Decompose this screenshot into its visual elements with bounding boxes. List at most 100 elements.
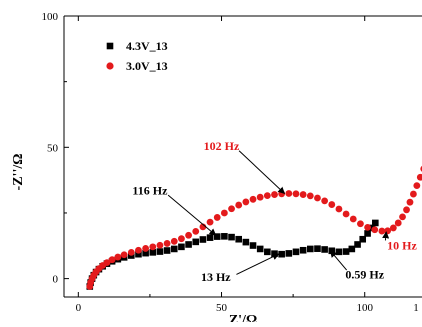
data-point-circle bbox=[306, 192, 314, 200]
annotation-label: 116 Hz bbox=[132, 184, 168, 198]
data-point-square bbox=[170, 245, 178, 253]
data-point-circle bbox=[413, 182, 421, 190]
data-point-circle bbox=[403, 206, 410, 214]
data-point-circle bbox=[114, 253, 122, 261]
data-point-square bbox=[135, 250, 142, 258]
legend-label: 3.0V_13 bbox=[126, 59, 168, 73]
data-point-square bbox=[372, 219, 379, 227]
y-tick-label: 100 bbox=[42, 11, 59, 23]
data-point-circle bbox=[156, 241, 164, 249]
data-point-square bbox=[199, 236, 207, 243]
data-point-square bbox=[256, 245, 264, 253]
data-point-square bbox=[278, 250, 285, 258]
x-tick-label: 50 bbox=[216, 302, 228, 314]
data-point-square bbox=[307, 245, 314, 253]
data-point-square bbox=[335, 248, 343, 256]
data-point-square bbox=[354, 241, 361, 248]
data-point-circle bbox=[242, 198, 250, 206]
annotation-arrow bbox=[238, 150, 286, 195]
data-point-circle bbox=[206, 218, 214, 226]
data-point-square bbox=[264, 248, 271, 256]
data-point-square bbox=[156, 248, 164, 255]
data-point-circle bbox=[199, 223, 207, 231]
data-point-square bbox=[221, 233, 228, 240]
data-point-circle bbox=[416, 173, 422, 181]
data-point-circle bbox=[103, 259, 111, 266]
axis-ticks: 0 50 100 1 0 50 100 bbox=[42, 11, 419, 314]
x-tick-label: 100 bbox=[356, 302, 373, 314]
legend-label: 4.3V_13 bbox=[126, 39, 168, 53]
y-tick-label: 0 bbox=[53, 274, 59, 286]
x-tick-label: 0 bbox=[76, 302, 82, 314]
data-point-square bbox=[163, 247, 171, 254]
annotation-arrow bbox=[236, 253, 280, 275]
data-point-circle bbox=[406, 198, 414, 206]
data-point-circle bbox=[410, 190, 417, 198]
data-point-square bbox=[235, 235, 243, 243]
data-point-circle bbox=[220, 209, 228, 217]
data-point-circle bbox=[263, 192, 271, 200]
data-point-square bbox=[149, 249, 157, 256]
data-point-circle bbox=[178, 235, 185, 243]
data-point-square bbox=[292, 248, 300, 256]
data-point-square bbox=[299, 246, 307, 254]
annotation-label: 10 Hz bbox=[387, 239, 417, 253]
y-tick-label: 50 bbox=[47, 142, 59, 154]
legend-marker-circle bbox=[106, 62, 114, 70]
data-point-square bbox=[321, 246, 328, 253]
data-point-circle bbox=[249, 195, 257, 203]
data-point-square bbox=[364, 230, 371, 237]
plot-frame bbox=[63, 15, 422, 298]
data-point-circle bbox=[170, 237, 178, 245]
data-point-circle bbox=[135, 246, 142, 254]
data-point-circle bbox=[256, 193, 264, 201]
data-point-square bbox=[185, 241, 192, 248]
data-point-square bbox=[285, 250, 293, 257]
data-point-square bbox=[342, 248, 350, 255]
data-point-circle bbox=[371, 226, 379, 234]
data-point-circle bbox=[149, 243, 157, 251]
data-point-circle bbox=[271, 191, 278, 198]
data-point-circle bbox=[399, 213, 406, 221]
data-point-circle bbox=[314, 194, 321, 202]
annotation-label: 13 Hz bbox=[201, 270, 231, 284]
data-point-circle bbox=[285, 190, 293, 197]
data-point-circle bbox=[328, 201, 336, 208]
data-point-square bbox=[242, 238, 250, 246]
data-point-square bbox=[359, 235, 367, 243]
data-point-square bbox=[368, 224, 376, 232]
data-point-circle bbox=[127, 248, 135, 256]
data-point-circle bbox=[335, 205, 343, 213]
annotation-arrow bbox=[167, 194, 217, 236]
annotations: 102 Hz 116 Hz 13 Hz 0.59 Hz 10 Hz bbox=[132, 139, 417, 284]
data-point-circle bbox=[185, 231, 192, 239]
data-point-circle bbox=[364, 224, 371, 231]
annotation-arrow bbox=[329, 250, 348, 271]
data-point-square bbox=[314, 245, 321, 252]
data-point-circle bbox=[120, 251, 128, 259]
annotation-label: 0.59 Hz bbox=[345, 268, 384, 282]
legend-marker-square bbox=[106, 42, 114, 50]
data-point-circle bbox=[192, 227, 200, 235]
series-2 bbox=[86, 165, 422, 290]
data-point-circle bbox=[321, 197, 329, 205]
data-point-circle bbox=[394, 219, 402, 227]
y-axis-label: -Z''/Ω bbox=[11, 154, 26, 191]
data-point-circle bbox=[357, 220, 364, 228]
annotation-label: 102 Hz bbox=[204, 139, 240, 153]
data-point-circle bbox=[292, 190, 300, 198]
data-point-square bbox=[142, 249, 149, 257]
x-axis-label: Z'/Ω bbox=[229, 313, 257, 322]
data-point-square bbox=[192, 238, 200, 246]
data-point-square bbox=[178, 243, 185, 251]
series-marks bbox=[86, 165, 422, 290]
data-point-circle bbox=[228, 205, 235, 213]
data-point-square bbox=[228, 233, 235, 241]
data-point-circle bbox=[213, 214, 221, 221]
data-point-circle bbox=[349, 215, 357, 223]
data-point-circle bbox=[299, 191, 307, 198]
data-point-square bbox=[249, 242, 257, 249]
data-point-square bbox=[213, 233, 221, 240]
